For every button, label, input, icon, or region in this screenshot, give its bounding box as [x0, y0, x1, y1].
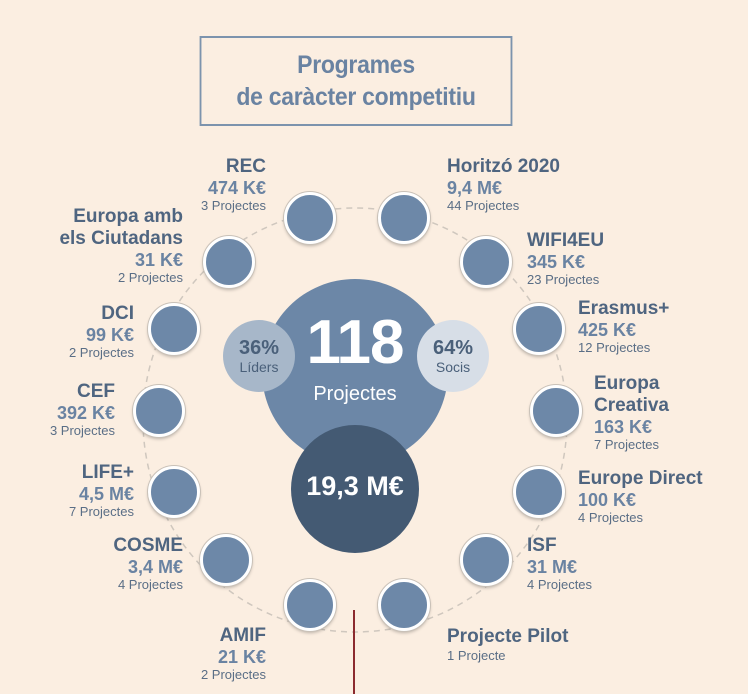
program-label-europa-creativa: Europa Creativa 163 K€ 7 Projectes — [594, 373, 669, 452]
program-label-life: LIFE+ 4,5 M€ 7 Projectes — [68, 462, 134, 519]
node-dci — [148, 303, 200, 355]
title-box: Programes de caràcter competitiu — [199, 36, 513, 126]
node-rec — [284, 192, 336, 244]
node-horitzo-2020 — [378, 192, 430, 244]
partners-pct: 64% — [432, 337, 474, 359]
leaders-label: Líders — [239, 359, 279, 375]
leaders-pct: 36% — [238, 337, 280, 359]
program-label-horitzo-2020: Horitzó 2020 9,4 M€ 44 Projectes — [447, 156, 560, 213]
program-label-isf: ISF 31 M€ 4 Projectes — [527, 535, 593, 592]
total-amount-value: 19,3 M€ — [306, 471, 404, 501]
node-projecte-pilot — [378, 579, 430, 631]
program-label-dci: DCI 99 K€ 2 Projectes — [68, 303, 134, 360]
node-erasmus — [513, 303, 565, 355]
program-label-cef: CEF 392 K€ 3 Projectes — [49, 381, 115, 438]
title-line-2: de caràcter competitiu — [236, 83, 476, 111]
node-cosme — [200, 534, 252, 586]
node-isf — [460, 534, 512, 586]
node-europa-creativa — [530, 385, 582, 437]
node-europa-ciutadans — [203, 236, 255, 288]
leaders-badge: 36% Líders — [223, 320, 295, 392]
program-label-cosme: COSME 3,4 M€ 4 Projectes — [113, 535, 183, 592]
node-wifi4eu — [460, 236, 512, 288]
program-label-europa-ciutadans: Europa amb els Ciutadans 31 K€ 2 Project… — [59, 206, 183, 285]
node-amif — [284, 579, 336, 631]
connector-line — [353, 610, 355, 694]
total-projects-value: 118 — [306, 308, 404, 377]
partners-badge: 64% Socis — [417, 320, 489, 392]
partners-label: Socis — [435, 359, 471, 375]
node-europe-direct — [513, 466, 565, 518]
node-cef — [133, 385, 185, 437]
program-label-rec: REC 474 K€ 3 Projectes — [200, 156, 266, 213]
program-label-projecte-pilot: Projecte Pilot 1 Projecte — [447, 626, 569, 663]
total-amount-circle — [291, 425, 419, 553]
program-label-amif: AMIF 21 K€ 2 Projectes — [200, 625, 266, 682]
title-line-1: Programes — [297, 51, 415, 79]
program-label-erasmus: Erasmus+ 425 K€ 12 Projectes — [578, 298, 670, 355]
program-label-europe-direct: Europe Direct 100 K€ 4 Projectes — [578, 468, 703, 525]
node-life — [148, 466, 200, 518]
total-projects-label: Projectes — [313, 383, 397, 405]
program-label-wifi4eu: WIFI4EU 345 K€ 23 Projectes — [527, 230, 605, 287]
